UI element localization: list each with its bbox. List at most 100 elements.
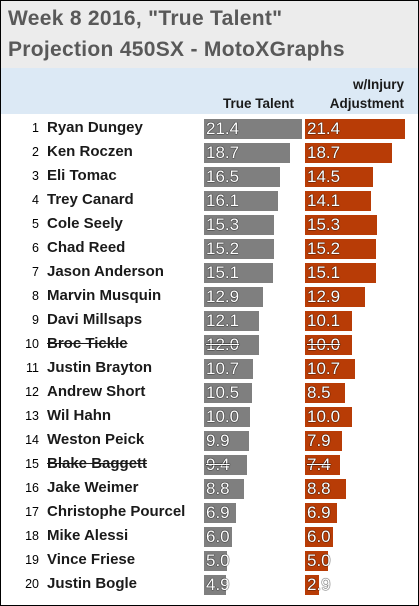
injury-adjusted-value: 7.9 bbox=[307, 431, 331, 450]
rank-label: 6 bbox=[32, 241, 39, 255]
rider-name: Mike Alessi bbox=[47, 527, 129, 544]
injury-adjusted-bar bbox=[305, 119, 405, 139]
injury-adjusted-bar bbox=[305, 479, 347, 499]
injury-adjusted-value: 15.2 bbox=[307, 239, 341, 258]
rider-name: Andrew Short bbox=[47, 383, 146, 400]
chart-row: 5 Cole Seely 15.3 15.3 bbox=[1, 212, 418, 236]
rank-label: 14 bbox=[25, 433, 39, 447]
injury-adjusted-bar bbox=[305, 239, 376, 259]
true-talent-bar bbox=[204, 287, 264, 307]
true-talent-value: 10.7 bbox=[206, 359, 240, 378]
rank-label: 3 bbox=[32, 169, 39, 183]
injury-adjusted-bar bbox=[305, 431, 342, 451]
true-talent-bar bbox=[204, 431, 250, 451]
true-talent-bar bbox=[204, 143, 290, 163]
chart-row: 16 Jake Weimer 8.8 8.8 bbox=[1, 476, 418, 500]
rank-label: 15 bbox=[25, 457, 39, 471]
true-talent-bar bbox=[204, 383, 253, 403]
rank-label: 16 bbox=[25, 481, 39, 495]
true-talent-bar bbox=[204, 527, 232, 547]
injury-adjusted-bar bbox=[305, 551, 329, 571]
rank-label: 13 bbox=[25, 409, 39, 423]
rank-label: 10 bbox=[25, 337, 39, 351]
rider-name: Jake Weimer bbox=[47, 479, 139, 496]
injury-adjusted-value: 6.0 bbox=[307, 527, 331, 546]
true-talent-bar bbox=[204, 575, 227, 595]
true-talent-bar bbox=[204, 359, 253, 379]
true-talent-value: 12.9 bbox=[206, 287, 240, 306]
injury-adjusted-value: 10.0 bbox=[307, 407, 341, 426]
rider-name: Jason Anderson bbox=[47, 263, 164, 280]
injury-adjusted-value: 8.8 bbox=[307, 479, 331, 498]
chart-row: 6 Chad Reed 15.2 15.2 bbox=[1, 236, 418, 260]
rider-name: Chad Reed bbox=[47, 239, 126, 256]
injury-adjusted-bar bbox=[305, 527, 333, 547]
true-talent-value: 12.1 bbox=[206, 311, 240, 330]
true-talent-bar bbox=[204, 551, 227, 571]
true-talent-value: 12.0 bbox=[206, 335, 240, 354]
rank-label: 9 bbox=[32, 313, 39, 327]
true-talent-bar bbox=[204, 311, 260, 331]
true-talent-value: 18.7 bbox=[206, 143, 240, 162]
chart-row: 9 Davi Millsaps 12.1 10.1 bbox=[1, 308, 418, 332]
injury-adjusted-bar bbox=[305, 263, 376, 283]
injury-adjusted-bar bbox=[305, 167, 373, 187]
injury-adjusted-bar bbox=[305, 287, 366, 307]
injury-adjusted-value: 2.9 bbox=[307, 575, 331, 594]
true-talent-value: 16.1 bbox=[206, 191, 240, 210]
injury-adjusted-bar bbox=[305, 143, 393, 163]
true-talent-bar bbox=[204, 239, 274, 259]
chart-row: 1 Ryan Dungey 21.4 21.4 bbox=[1, 116, 418, 140]
true-talent-value: 21.4 bbox=[206, 119, 240, 138]
injury-adjusted-value: 14.1 bbox=[307, 191, 341, 210]
injury-adjusted-bar bbox=[305, 335, 352, 355]
true-talent-value: 16.5 bbox=[206, 167, 240, 186]
injury-adjusted-bar bbox=[305, 359, 355, 379]
chart-title-line-2: Projection 450SX - MotoXGraphs bbox=[8, 38, 345, 61]
true-talent-value: 6.0 bbox=[206, 527, 230, 546]
true-talent-bar bbox=[204, 191, 278, 211]
rider-name: Wil Hahn bbox=[47, 407, 112, 424]
injury-adjusted-value: 10.0 bbox=[307, 335, 341, 354]
rider-name: Marvin Musquin bbox=[47, 287, 162, 304]
injury-adjusted-bar bbox=[305, 407, 352, 427]
rank-label: 2 bbox=[32, 145, 39, 159]
injury-adjusted-value: 21.4 bbox=[307, 119, 341, 138]
rank-label: 5 bbox=[32, 217, 39, 231]
rider-name: Blake Baggett bbox=[47, 455, 148, 472]
injury-adjusted-value: 10.7 bbox=[307, 359, 341, 378]
rank-label: 20 bbox=[25, 577, 39, 591]
chart-row: 12 Andrew Short 10.5 8.5 bbox=[1, 380, 418, 404]
rank-label: 17 bbox=[25, 505, 39, 519]
rider-name: Cole Seely bbox=[47, 215, 123, 232]
injury-adjusted-value: 15.1 bbox=[307, 263, 341, 282]
rider-name: Ryan Dungey bbox=[47, 119, 143, 136]
rank-label: 1 bbox=[32, 121, 39, 135]
injury-adjusted-value: 7.4 bbox=[307, 455, 331, 474]
chart-row: 19 Vince Friese 5.0 5.0 bbox=[1, 548, 418, 572]
rank-label: 7 bbox=[32, 265, 39, 279]
true-talent-bar bbox=[204, 335, 259, 355]
rank-label: 8 bbox=[32, 289, 39, 303]
injury-adjusted-bar bbox=[305, 383, 345, 403]
chart-row: 20 Justin Bogle 4.9 2.9 bbox=[1, 572, 418, 596]
chart-row: 11 Justin Brayton 10.7 10.7 bbox=[1, 356, 418, 380]
injury-adjusted-bar bbox=[305, 191, 371, 211]
rider-name: Justin Bogle bbox=[47, 575, 138, 592]
true-talent-value: 4.9 bbox=[206, 575, 230, 594]
header-true-talent: True Talent bbox=[222, 96, 294, 111]
injury-adjusted-value: 15.3 bbox=[307, 215, 341, 234]
header-injury-line-1: w/Injury bbox=[352, 77, 404, 92]
injury-adjusted-bar bbox=[305, 455, 340, 475]
rider-name: Broc Tickle bbox=[47, 335, 128, 352]
chart-row: 13 Wil Hahn 10.0 10.0 bbox=[1, 404, 418, 428]
chart-row: 17 Christophe Pourcel 6.9 6.9 bbox=[1, 500, 418, 524]
chart-row: 10 Broc Tickle 12.0 10.0 bbox=[1, 332, 418, 356]
injury-adjusted-value: 18.7 bbox=[307, 143, 341, 162]
true-talent-bar bbox=[204, 455, 247, 475]
true-talent-bar bbox=[204, 215, 275, 235]
injury-adjusted-bar bbox=[305, 311, 353, 331]
injury-adjusted-value: 8.5 bbox=[307, 383, 331, 402]
chart-title-line-1: Week 8 2016, "True Talent" bbox=[8, 7, 283, 30]
